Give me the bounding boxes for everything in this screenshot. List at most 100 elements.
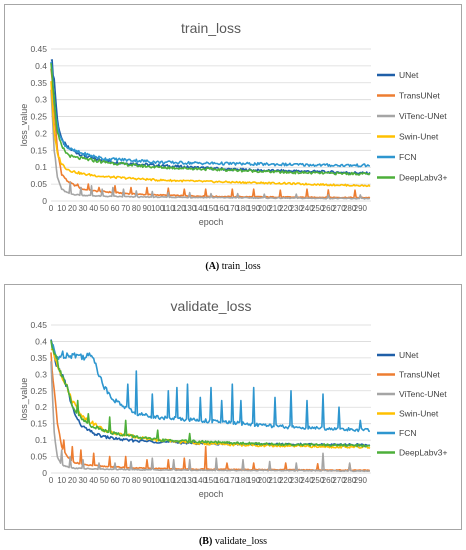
series-line-fcn [50,341,371,433]
x-tick-label: 20 [68,204,77,213]
y-tick-label: 0.2 [35,402,47,412]
x-tick-label: 210 [268,204,282,213]
caption-text-b: validate_loss [214,536,268,547]
x-tick-label: 100 [151,476,165,485]
x-tick-label: 260 [322,204,336,213]
x-tick-label: 160 [215,204,229,213]
x-tick-label: 70 [121,476,130,485]
x-tick-label: 90 [143,476,152,485]
series-line-vitenc-unet [50,89,371,200]
x-tick-label: 40 [89,476,98,485]
x-tick-label: 0 [49,204,54,213]
x-tick-label: 270 [332,204,346,213]
x-tick-label: 170 [226,476,240,485]
x-tick-label: 170 [226,204,240,213]
y-tick-label: 0.45 [30,320,47,330]
legend-label-deeplabv3: DeepLabv3+ [399,173,447,183]
x-tick-label: 30 [79,476,88,485]
x-tick-label: 150 [204,476,218,485]
x-tick-label: 250 [311,476,325,485]
train-loss-chart-panel: train_loss 0 0.05 0.1 0.15 0.2 0.25 0.3 0.35 0.4 0… [4,4,462,256]
y-tick-label: 0.3 [35,369,47,379]
chart-title: validate_loss [171,298,252,314]
caption-text-a: train_loss [221,261,261,272]
x-tick-label: 130 [183,204,197,213]
x-tick-label: 230 [290,476,304,485]
x-tick-label: 280 [343,476,357,485]
y-tick-label: 0.15 [30,419,47,429]
y-tick-label: 0 [42,196,47,206]
y-tick-label: 0.2 [35,128,47,138]
validate-loss-chart: validate_loss 0 0.05 0.1 0.15 0.2 0.25 0.3 0.35 0… [19,298,447,499]
legend-label-unet: UNet [399,350,419,360]
y-tick-label: 0.05 [30,452,47,462]
x-tick-label: 220 [279,204,293,213]
x-tick-label: 10 [57,204,66,213]
y-axis-label: loss_value [19,104,29,147]
x-tick-label: 210 [268,476,282,485]
x-tick-label: 240 [300,476,314,485]
caption-letter-a: (A) [205,261,220,272]
x-tick-label: 130 [183,476,197,485]
caption-letter-b: (B) [198,536,213,547]
y-tick-label: 0.25 [30,112,47,122]
legend-label-vitenc-unet: ViTenc-UNet [399,389,447,399]
validate-loss-chart-panel: validate_loss 0 0.05 0.1 0.15 0.2 0.25 0.3 0.35 0… [4,284,462,530]
x-tick-label: 260 [322,476,336,485]
legend-label-fcn: FCN [399,428,416,438]
x-tick-label: 40 [89,204,98,213]
x-tick-label: 80 [132,476,141,485]
y-tick-label: 0.1 [35,162,47,172]
legend-label-transunet: TransUNet [399,91,440,101]
x-tick-label: 30 [79,204,88,213]
x-tick-label: 270 [332,476,346,485]
y-tick-label: 0.4 [35,61,47,71]
x-axis-label: epoch [199,217,224,227]
y-tick-label: 0 [42,468,47,478]
x-tick-label: 180 [236,204,250,213]
chart-title: train_loss [181,20,241,36]
x-tick-label: 0 [49,476,54,485]
x-tick-label: 80 [132,204,141,213]
x-tick-label: 60 [111,476,120,485]
x-tick-label: 100 [151,204,165,213]
x-tick-label: 20 [68,476,77,485]
x-tick-label: 190 [247,476,261,485]
x-tick-label: 140 [194,204,208,213]
x-tick-label: 50 [100,204,109,213]
x-tick-label: 60 [111,204,120,213]
x-tick-label: 200 [258,476,272,485]
y-tick-label: 0.3 [35,95,47,105]
legend-label-fcn: FCN [399,152,416,162]
x-tick-label: 160 [215,476,229,485]
y-tick-label: 0.4 [35,336,47,346]
x-tick-label: 240 [300,204,314,213]
x-tick-label: 90 [143,204,152,213]
x-tick-label: 280 [343,204,357,213]
x-tick-label: 250 [311,204,325,213]
y-axis-label: loss_value [19,378,29,421]
legend-label-swin-unet: Swin-Unet [399,132,439,142]
legend-label-deeplabv3: DeepLabv3+ [399,448,447,458]
series-line-swin-unet [50,81,371,188]
y-tick-label: 0.15 [30,145,47,155]
caption-validate-loss: (B) validate_loss [0,536,466,547]
train-loss-chart: train_loss 0 0.05 0.1 0.15 0.2 0.25 0.3 0.35 0.4 0… [19,20,447,227]
y-tick-label: 0.1 [35,435,47,445]
x-tick-label: 110 [162,204,175,213]
series-line-vitenc-unet [50,361,371,473]
x-axis-label: epoch [199,489,224,499]
x-tick-label: 200 [258,204,272,213]
x-tick-label: 190 [247,204,261,213]
y-tick-label: 0.35 [30,353,47,363]
x-tick-label: 220 [279,476,293,485]
x-tick-label: 70 [121,204,130,213]
x-tick-label: 180 [236,476,250,485]
legend-label-unet: UNet [399,70,419,80]
y-tick-label: 0.45 [30,44,47,54]
x-tick-label: 120 [172,476,186,485]
x-tick-label: 150 [204,204,218,213]
legend-label-swin-unet: Swin-Unet [399,409,439,419]
x-tick-label: 50 [100,476,109,485]
y-tick-label: 0.35 [30,78,47,88]
